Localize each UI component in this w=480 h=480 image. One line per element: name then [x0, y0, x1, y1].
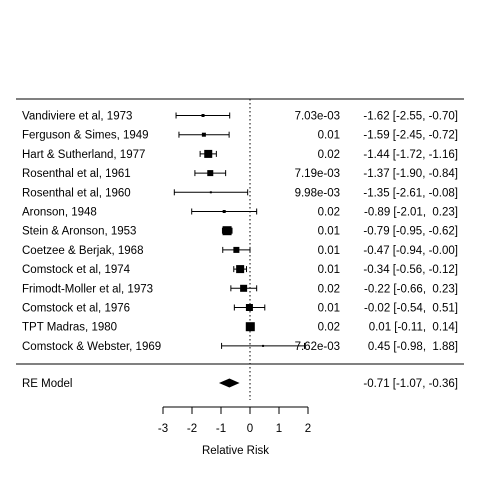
- study-ci: 0.01 [-0.11, 0.14]: [369, 322, 458, 334]
- study-weight: 0.01: [318, 226, 340, 238]
- x-tick-label: -3: [158, 423, 168, 435]
- study-label: Rosenthal et al, 1961: [22, 168, 131, 180]
- point-estimate: [245, 304, 253, 311]
- study-ci: -1.37 [-1.90, -0.84]: [363, 168, 458, 180]
- study-weight: 0.01: [318, 264, 340, 276]
- study-label: Frimodt-Moller et al, 1973: [22, 283, 153, 295]
- study-ci: -0.02 [-0.54, 0.51]: [364, 303, 458, 315]
- study-weight: 0.01: [318, 303, 340, 315]
- study-weight: 7.62e-03: [295, 341, 340, 353]
- point-estimate: [222, 210, 226, 213]
- point-estimate: [233, 246, 240, 253]
- study-ci: -0.34 [-0.56, -0.12]: [363, 264, 458, 276]
- study-weight: 7.03e-03: [295, 111, 340, 123]
- study-ci: -0.22 [-0.66, 0.23]: [364, 283, 458, 295]
- point-estimate: [245, 322, 255, 332]
- study-label: TPT Madras, 1980: [22, 322, 117, 334]
- study-ci: -1.35 [-2.61, -0.08]: [363, 187, 458, 199]
- study-label: Ferguson & Simes, 1949: [22, 130, 149, 142]
- point-estimate: [240, 284, 248, 292]
- x-tick-label: 0: [247, 423, 253, 435]
- point-estimate: [236, 265, 245, 274]
- summary-diamond: [218, 378, 240, 388]
- point-estimate: [222, 226, 232, 236]
- study-weight: 9.98e-03: [295, 187, 340, 199]
- point-estimate: [207, 170, 214, 177]
- x-tick-label: 1: [276, 423, 282, 435]
- study-weight: 0.02: [318, 322, 340, 334]
- study-ci: -0.89 [-2.01, 0.23]: [364, 207, 458, 219]
- study-label: Comstock et al, 1976: [22, 303, 130, 315]
- study-label: Hart & Sutherland, 1977: [22, 149, 145, 161]
- study-weight: 0.02: [318, 149, 340, 161]
- summary-ci: -0.71 [-1.07, -0.36]: [363, 378, 458, 390]
- study-ci: -1.59 [-2.45, -0.72]: [363, 130, 458, 142]
- study-label: Aronson, 1948: [22, 207, 97, 219]
- study-ci: -0.79 [-0.95, -0.62]: [363, 226, 458, 238]
- study-ci: -0.47 [-0.94, -0.00]: [363, 245, 458, 257]
- point-estimate: [201, 132, 206, 137]
- study-ci: -1.62 [-2.55, -0.70]: [363, 111, 458, 123]
- point-estimate: [204, 149, 213, 158]
- study-weight: 0.02: [318, 207, 340, 219]
- point-estimate: [201, 114, 205, 117]
- study-label: Vandiviere et al, 1973: [22, 111, 132, 123]
- point-estimate: [209, 191, 212, 194]
- x-tick-label: -1: [216, 423, 226, 435]
- study-weight: 0.01: [318, 130, 340, 142]
- study-label: Rosenthal et al, 1960: [22, 187, 131, 199]
- study-label: Stein & Aronson, 1953: [22, 226, 136, 238]
- study-ci: -1.44 [-1.72, -1.16]: [363, 149, 458, 161]
- x-tick-label: -2: [187, 423, 197, 435]
- x-tick-label: 2: [305, 423, 311, 435]
- study-weight: 0.01: [318, 245, 340, 257]
- study-weight: 0.02: [318, 283, 340, 295]
- study-weight: 7.19e-03: [295, 168, 340, 180]
- study-ci: 0.45 [-0.98, 1.88]: [368, 341, 458, 353]
- point-estimate: [262, 344, 265, 347]
- study-label: Comstock et al, 1974: [22, 264, 131, 276]
- x-axis-label: Relative Risk: [202, 445, 269, 457]
- summary-label: RE Model: [22, 378, 73, 390]
- study-label: Coetzee & Berjak, 1968: [22, 245, 143, 257]
- study-label: Comstock & Webster, 1969: [22, 341, 161, 353]
